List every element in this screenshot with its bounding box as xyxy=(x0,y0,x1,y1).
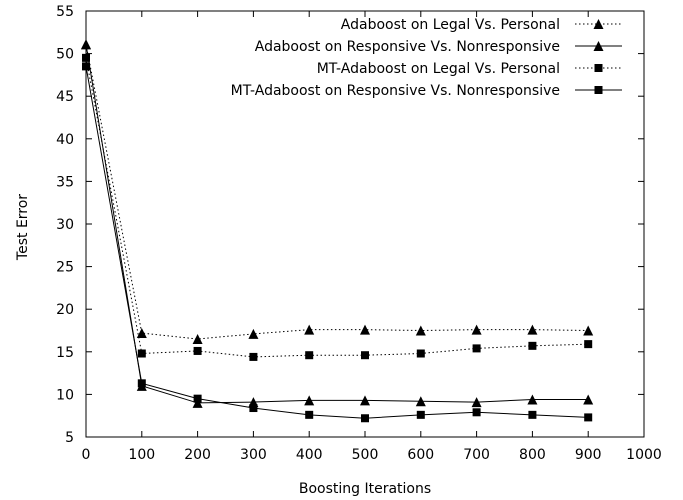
x-tick-label: 500 xyxy=(352,447,379,463)
y-tick-label: 55 xyxy=(56,4,74,20)
data-point xyxy=(360,395,370,406)
y-tick-label: 30 xyxy=(56,217,74,233)
y-tick-label: 15 xyxy=(56,345,74,361)
data-point xyxy=(584,413,593,422)
data-point xyxy=(136,328,147,339)
y-tick-label: 20 xyxy=(56,302,74,318)
data-point xyxy=(304,395,315,406)
x-tick-label: 0 xyxy=(82,447,91,463)
data-point xyxy=(193,394,202,403)
legend: Adaboost on Legal Vs. Personal Adaboost o… xyxy=(231,17,622,99)
x-tick-label: 400 xyxy=(296,447,323,463)
legend-item: MT-Adaboost on Legal Vs. Personal xyxy=(317,61,622,77)
x-tick-label: 900 xyxy=(575,447,602,463)
x-axis-label: Boosting Iterations xyxy=(299,481,431,497)
data-point xyxy=(583,325,594,336)
y-tick-label: 45 xyxy=(56,89,74,105)
data-point xyxy=(82,62,90,71)
y-tick-label: 5 xyxy=(65,430,74,446)
x-tick-label: 300 xyxy=(240,447,267,463)
x-tick-label: 200 xyxy=(184,447,211,463)
data-point xyxy=(415,325,426,336)
data-point xyxy=(471,324,482,335)
x-tick-label: 700 xyxy=(463,447,490,463)
data-point xyxy=(528,410,537,419)
data-point xyxy=(416,410,425,419)
data-point xyxy=(305,410,314,419)
data-point xyxy=(192,334,203,345)
legend-marker xyxy=(593,41,604,51)
series-line xyxy=(85,44,589,404)
x-tick-label: 800 xyxy=(519,447,546,463)
legend-item: Adaboost on Legal Vs. Personal xyxy=(341,17,622,33)
data-point xyxy=(305,351,314,360)
legend-label: Adaboost on Responsive Vs. Nonresponsive xyxy=(255,39,560,55)
data-point xyxy=(304,324,315,335)
axis-ticks: 0 100 200 300 400 500 600 700 800 900 1000 5 10 15 20 2… xyxy=(56,4,662,463)
series-4 xyxy=(82,62,593,423)
y-tick-label: 25 xyxy=(56,260,74,276)
series-line xyxy=(85,66,589,419)
data-point xyxy=(415,396,426,407)
data-point xyxy=(472,344,481,353)
series-line xyxy=(85,57,589,358)
data-point xyxy=(193,346,202,355)
legend-marker xyxy=(593,19,604,29)
x-tick-label: 1000 xyxy=(626,447,662,463)
legend-item: Adaboost on Responsive Vs. Nonresponsive xyxy=(255,39,622,55)
y-tick-label: 35 xyxy=(56,174,74,190)
series-2 xyxy=(81,39,594,408)
data-point xyxy=(360,324,370,335)
data-point xyxy=(527,324,538,335)
data-point xyxy=(137,349,146,358)
data-point xyxy=(527,394,538,405)
data-point xyxy=(416,349,425,358)
data-point xyxy=(249,352,258,361)
data-point xyxy=(137,379,146,388)
legend-label: MT-Adaboost on Legal Vs. Personal xyxy=(317,61,560,77)
legend-item: MT-Adaboost on Responsive Vs. Nonrespons… xyxy=(231,83,622,99)
data-point xyxy=(192,397,203,408)
y-tick-label: 50 xyxy=(56,47,74,63)
x-tick-label: 100 xyxy=(128,447,155,463)
x-tick-label: 600 xyxy=(407,447,434,463)
legend-label: MT-Adaboost on Responsive Vs. Nonrespons… xyxy=(231,83,560,99)
data-point xyxy=(82,53,90,62)
data-point xyxy=(472,408,481,417)
legend-label: Adaboost on Legal Vs. Personal xyxy=(341,17,560,33)
series-3 xyxy=(82,53,593,361)
data-point xyxy=(528,341,537,350)
data-point xyxy=(471,397,482,408)
legend-marker xyxy=(594,64,603,72)
y-axis-label: Test Error xyxy=(15,194,31,261)
data-point xyxy=(583,394,594,405)
data-point xyxy=(81,39,91,50)
data-point xyxy=(584,340,593,349)
series-lines xyxy=(81,39,594,423)
y-tick-label: 40 xyxy=(56,132,74,148)
data-point xyxy=(361,414,369,423)
data-point xyxy=(248,328,259,339)
data-point xyxy=(361,351,369,360)
legend-marker xyxy=(594,86,603,94)
data-point xyxy=(249,404,258,413)
y-tick-label: 10 xyxy=(56,387,74,403)
